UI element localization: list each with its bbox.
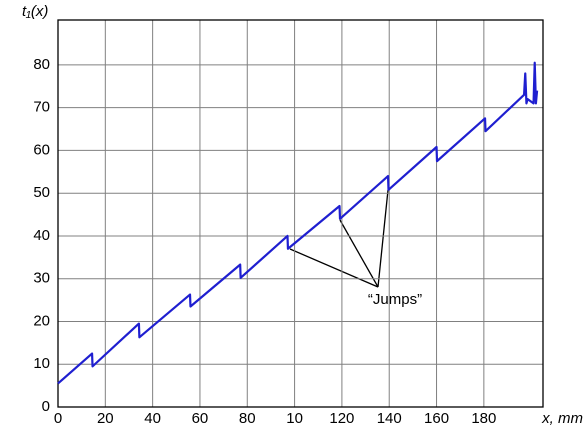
x-tick-label: 160 (424, 410, 449, 427)
x-tick-label: 20 (97, 410, 114, 427)
y-tick-label: 60 (33, 141, 50, 158)
y-tick-label: 20 (33, 312, 50, 329)
annotation: “Jumps” (368, 291, 422, 308)
pointer (289, 248, 379, 288)
plot-frame (57, 19, 544, 408)
pointer (339, 219, 379, 288)
x-tick-label: 40 (144, 410, 161, 427)
x-tick-label: 80 (239, 410, 256, 427)
x-tick-label: 180 (471, 410, 496, 427)
y-tick-label: 70 (33, 99, 50, 116)
y-tick-label: 50 (33, 184, 50, 201)
x-tick-label: 10 (286, 410, 303, 427)
y-tick-label: 80 (33, 56, 50, 73)
x-tick-label: 120 (329, 410, 354, 427)
y-axis-label: t₁(x) (22, 3, 48, 20)
x-tick-label: 60 (192, 410, 209, 427)
x-tick-label: 0 (54, 410, 62, 427)
x-tick-label: 140 (377, 410, 402, 427)
data-line (57, 61, 539, 385)
y-tick-label: 0 (42, 398, 50, 415)
y-tick-label: 10 (33, 355, 50, 372)
pointer (377, 189, 389, 288)
y-tick-label: 40 (33, 227, 50, 244)
annotation-pointers (289, 189, 389, 288)
y-tick-label: 30 (33, 270, 50, 287)
x-axis-label: x, mm (541, 410, 583, 427)
